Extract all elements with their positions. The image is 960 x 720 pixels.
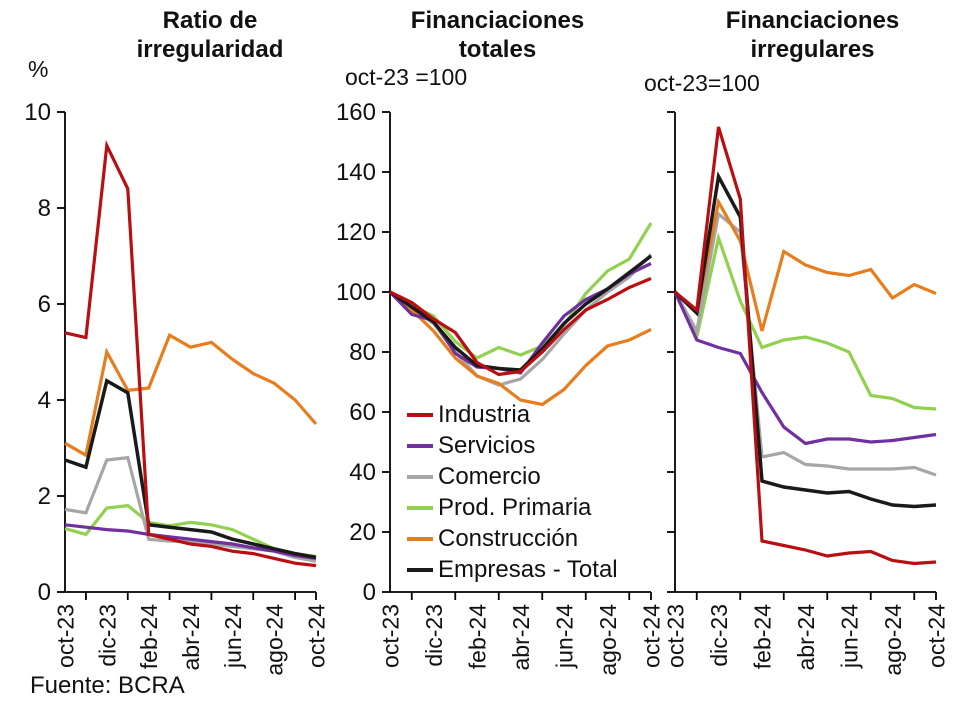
y-tick-label: 60: [349, 399, 376, 426]
x-tick-label: feb-24: [750, 604, 776, 669]
x-tick-label: oct-23: [378, 604, 404, 668]
series-ratio-construcci-n: [64, 332, 318, 458]
y-tick-label: 140: [336, 159, 376, 186]
y-tick-label: 2: [38, 483, 51, 510]
chart-title-irregulares: Financiaciones irregulares: [665, 6, 960, 64]
legend-item-prod-primaria: Prod. Primaria: [407, 492, 618, 523]
series-irregulares-comercio: [673, 211, 937, 477]
legend-label: Empresas - Total: [438, 555, 618, 583]
legend-swatch: [407, 474, 433, 479]
legend-label: Comercio: [438, 462, 541, 490]
chart-title-line: Ratio de: [162, 7, 258, 34]
legend-item-comercio: Comercio: [407, 461, 618, 492]
legend-label: Industria: [438, 400, 531, 428]
legend-item-construcci-n: Construcción: [407, 523, 618, 554]
chart-totales: 0 20 40 60 80 100 120 140 160 oct-23 dic-23 feb-24 a…: [336, 99, 665, 676]
x-tick-label: oct-23: [53, 604, 79, 668]
legend-label: Prod. Primaria: [438, 493, 592, 521]
x-tick-label: dic-23: [94, 604, 120, 667]
y-tick-label: 6: [38, 291, 51, 318]
x-tick-label: oct-24: [924, 604, 950, 668]
x-tick-label: ago-24: [595, 604, 621, 676]
legend-item-industria: Industria: [407, 399, 618, 430]
series-irregulares-industria: [673, 126, 937, 566]
x-tick-label: dic-23: [421, 604, 447, 667]
chart-title-line: totales: [458, 36, 537, 63]
chart-ratio-x-labels: oct-23 dic-23 feb-24 abr-24 jun-24 ago-24 oct-…: [53, 604, 330, 676]
legend-item-servicios: Servicios: [407, 430, 618, 461]
legend-swatch: [407, 536, 433, 541]
x-tick-label: oct-24: [639, 604, 665, 668]
chart-totales-x-labels: oct-23 dic-23 feb-24 abr-24 jun-24 ago-24 oct-…: [378, 604, 665, 676]
chart-title-totales: Financiaciones totales: [350, 6, 645, 64]
chart-subtitle-irregulares: oct-23=100: [644, 70, 760, 96]
x-tick-label: abr-24: [793, 604, 819, 671]
y-tick-label: 40: [349, 459, 376, 486]
series-ratio-comercio: [64, 455, 317, 563]
chart-ratio: 0 2 4 6 8 10 oct-23 dic-23 feb-24 abr-24 jun-24 ago…: [24, 99, 329, 676]
x-tick-label: dic-23: [706, 604, 732, 667]
chart-totales-axes: [382, 111, 652, 600]
x-tick-label: ago-24: [880, 604, 906, 676]
chart-subtitle-totales: oct-23 =100: [345, 64, 468, 90]
chart-title-line: Financiaciones: [410, 7, 585, 34]
x-tick-label: feb-24: [465, 604, 491, 669]
y-tick-label: 80: [349, 339, 376, 366]
series-totales-prod-primaria: [389, 222, 653, 360]
series-totales-industria: [389, 277, 652, 377]
series-irregulares-servicios: [673, 291, 937, 446]
chart-irregulares-axes: [667, 111, 937, 600]
y-tick-label: 8: [38, 195, 51, 222]
y-tick-label: 100: [336, 279, 376, 306]
y-tick-label: 4: [38, 387, 51, 414]
chart-ratio-axes: [57, 111, 317, 600]
legend-item-empresas-total: Empresas - Total: [407, 554, 618, 585]
chart-irregulares-x-labels: oct-23 dic-23 feb-24 abr-24 jun-24 ago-24 oct-…: [663, 604, 950, 676]
legend-label: Construcción: [438, 524, 579, 552]
legend-swatch: [407, 505, 433, 510]
x-tick-label: jun-24: [220, 604, 246, 669]
series-ratio-industria: [64, 139, 317, 568]
x-tick-label: feb-24: [136, 604, 162, 669]
x-tick-label: oct-24: [304, 604, 330, 668]
series-irregulares-construcci-n: [673, 197, 937, 332]
chart-legend: Industria Servicios Comercio Prod. Primaria…: [407, 399, 618, 585]
legend-label: Servicios: [438, 431, 536, 459]
x-tick-label: jun-24: [837, 604, 863, 669]
y-tick-label: 0: [363, 579, 376, 606]
series-ratio-empresas-total: [64, 378, 317, 560]
y-axis-unit-percent: %: [28, 56, 49, 82]
y-tick-label: 20: [349, 519, 376, 546]
chart-title-line: irregulares: [750, 36, 875, 63]
chart-title-line: irregularidad: [136, 36, 284, 63]
chart-title-ratio: Ratio de irregularidad: [60, 6, 360, 64]
y-tick-label: 160: [336, 99, 376, 126]
x-tick-label: abr-24: [178, 604, 204, 671]
y-tick-label: 0: [38, 579, 51, 606]
x-tick-label: ago-24: [262, 604, 288, 676]
x-tick-label: oct-23: [663, 604, 689, 668]
series-irregulares-prod-primaria: [673, 232, 937, 411]
y-tick-label: 120: [336, 219, 376, 246]
legend-swatch: [407, 412, 433, 417]
series-ratio-servicios: [64, 523, 317, 560]
chart-title-line: Financiaciones: [725, 7, 900, 34]
chart-irregulares: oct-23 dic-23 feb-24 abr-24 jun-24 ago-24 oct-…: [663, 111, 950, 676]
series-totales-construcci-n: [388, 290, 652, 407]
y-tick-label: 10: [24, 99, 51, 126]
x-tick-label: abr-24: [508, 604, 534, 671]
legend-swatch: [407, 567, 433, 572]
source-note: Fuente: BCRA: [30, 672, 185, 699]
x-tick-label: jun-24: [552, 604, 578, 669]
legend-swatch: [407, 443, 433, 448]
series-irregulares-empresas-total: [673, 171, 937, 509]
